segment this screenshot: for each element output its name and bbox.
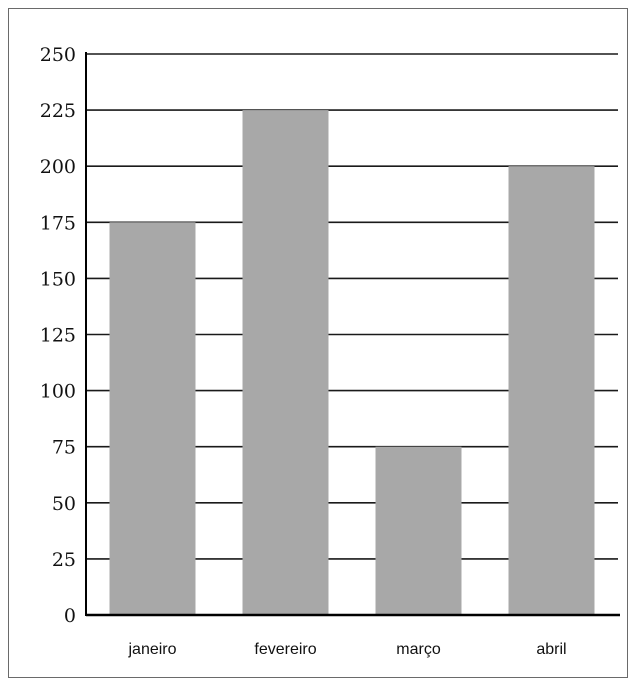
- x-tick-label: fevereiro: [254, 641, 316, 658]
- x-tick-label: abril: [536, 641, 566, 658]
- y-tick-label: 150: [40, 268, 76, 290]
- y-tick-label: 25: [52, 549, 76, 571]
- y-tick-label: 250: [40, 44, 76, 66]
- y-tick-label: 200: [40, 156, 76, 178]
- bars: [109, 110, 595, 616]
- bar-fevereiro: [242, 110, 329, 615]
- x-tick-labels: janeiro fevereiro março abril: [127, 641, 566, 658]
- axes: [85, 52, 620, 617]
- y-tick-label: 75: [52, 437, 76, 459]
- y-tick-label: 50: [52, 493, 76, 515]
- x-tick-label: janeiro: [127, 641, 176, 658]
- y-tick-labels: 0 25 50 75 100 125 150 175 200 225 250: [40, 44, 76, 627]
- bar-janeiro: [109, 222, 196, 616]
- y-tick-label: 100: [40, 381, 76, 403]
- y-tick-label: 125: [40, 325, 76, 347]
- bar-março: [375, 446, 462, 615]
- y-tick-label: 0: [64, 605, 76, 627]
- y-tick-label: 175: [40, 212, 76, 234]
- bar-abril: [508, 166, 595, 615]
- x-tick-label: março: [396, 641, 441, 658]
- y-tick-label: 225: [40, 100, 76, 122]
